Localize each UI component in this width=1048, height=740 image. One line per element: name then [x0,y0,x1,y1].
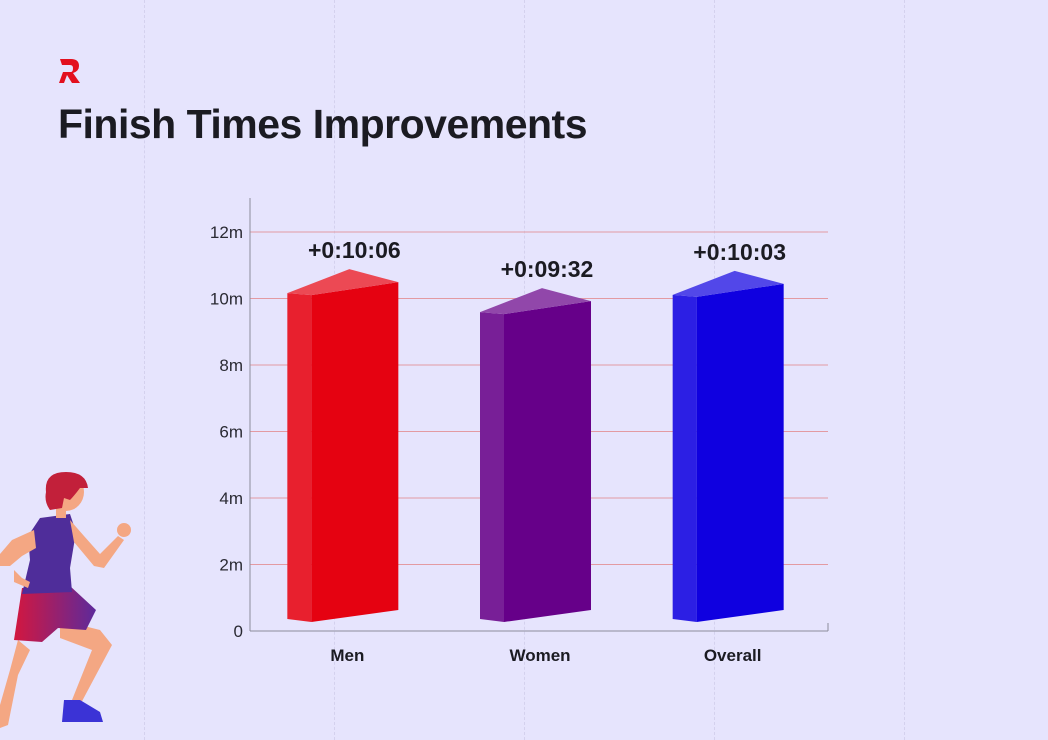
x-tick-label: Overall [704,646,762,665]
bar-side-face [287,293,312,622]
y-tick-label: 8m [219,356,243,375]
bar [480,288,591,622]
bar-top-face [672,270,784,297]
bar-front-face [311,282,399,622]
bar [672,270,784,622]
bar [287,269,399,622]
bar-side-face [672,294,697,622]
bar-value-label: +0:10:06 [308,237,401,263]
y-tick-label: 12m [210,223,243,242]
runner-illustration [0,472,131,728]
bar-value-label: +0:09:32 [501,256,594,282]
y-tick-label: 0 [234,622,243,641]
bar-side-face [480,312,504,622]
y-tick-label: 2m [219,556,243,575]
y-tick-label: 4m [219,489,243,508]
page-title: Finish Times Improvements [58,101,588,147]
guide-line [904,0,905,740]
bar-front-face [504,301,591,622]
y-tick-label: 10m [210,290,243,309]
bar-top-face [480,288,591,315]
x-tick-label: Women [509,646,570,665]
bar-value-label: +0:10:03 [693,239,786,265]
bar-top-face [287,269,399,296]
r-brand-logo-icon [59,59,80,83]
y-tick-label: 6m [219,423,243,442]
x-tick-label: Men [330,646,364,665]
guide-line [144,0,145,740]
bar-front-face [696,283,784,622]
